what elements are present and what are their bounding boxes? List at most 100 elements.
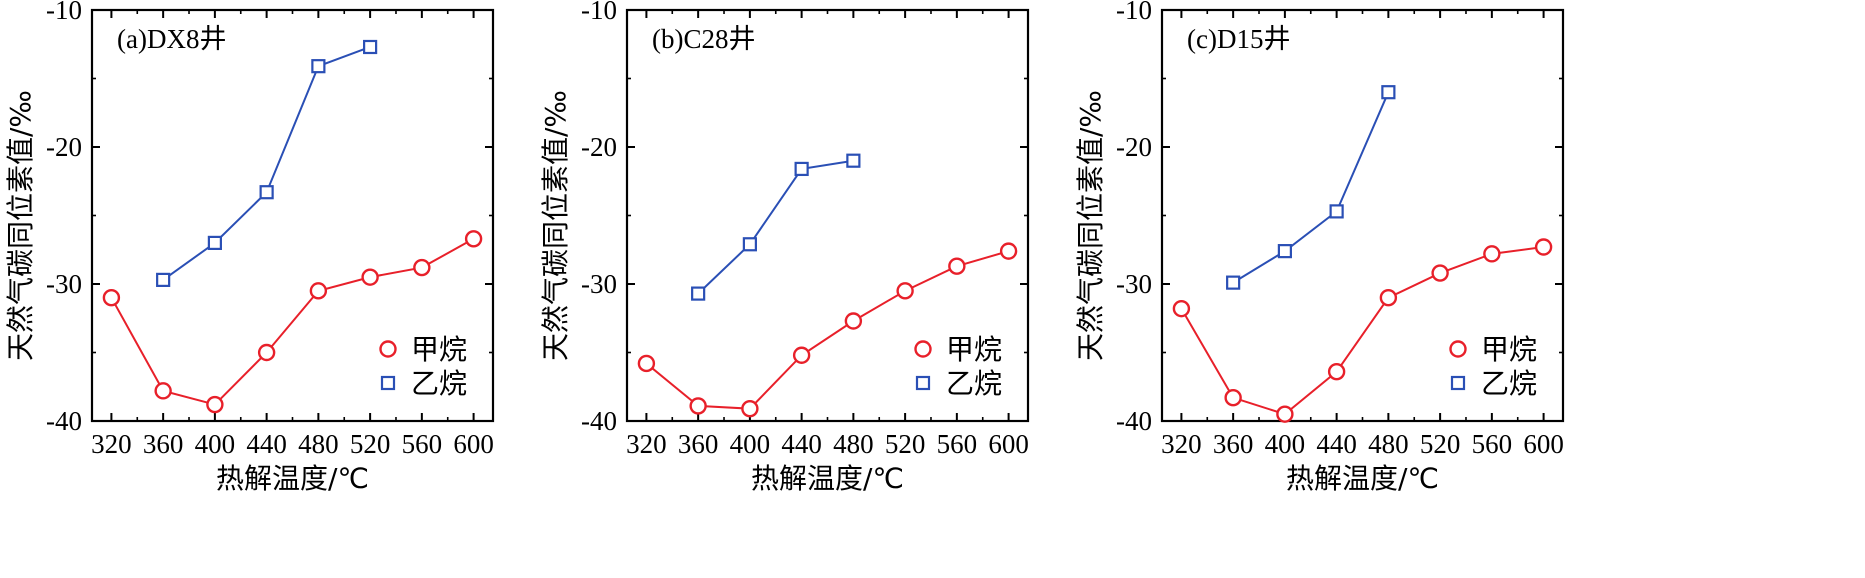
chart-panel-3: 320 360 400 440 480 520 560 600 -10 -20 -30 -40 热解温度… [1074,0,1565,495]
y-tick-label: -20 [46,132,82,162]
ethane-data-point [259,185,274,200]
legend-marker-methane [379,340,397,358]
y-tick-label: -30 [581,269,617,299]
x-axis-title: 热解温度/℃ [1286,462,1439,495]
methane-series-line [110,237,475,406]
methane-data-point [309,282,328,300]
methane-data-point [1534,238,1553,256]
ethane-data-point [691,286,706,301]
y-tick-label: -10 [46,0,82,25]
ethane-data-point [156,272,171,287]
ethane-data-point [1226,275,1241,290]
panel-title: (a)DX8井 [117,24,226,54]
methane-data-point [1431,264,1449,282]
y-axis-title: 天然气碳同位素值/‰ [4,90,37,361]
methane-data-point [464,230,483,248]
methane-data-point [1224,389,1242,407]
methane-data-point [844,312,863,330]
x-tick-label: 600 [453,429,494,459]
x-tick-label: 400 [730,429,771,459]
legend-label-methane: 甲烷 [1481,333,1537,366]
methane-data-point [637,354,656,373]
y-tick-label: -30 [1116,269,1152,299]
y-tick-label: -10 [1116,0,1152,25]
y-tick-label: -10 [581,0,617,25]
x-tick-label: 440 [781,429,822,459]
methane-series-line [1180,246,1544,416]
ethane-series-line [697,159,854,295]
x-axis-title: 热解温度/℃ [216,462,369,495]
x-tick-label: 520 [350,429,391,459]
methane-data-point [413,258,431,277]
y-tick-label: -40 [1116,406,1152,436]
x-tick-label: 360 [1213,429,1254,459]
x-tick-label: 320 [626,429,667,459]
y-tick-label: -40 [581,406,617,436]
methane-data-point [1172,299,1191,318]
legend-marker-ethane [915,375,931,391]
x-tick-label: 400 [195,429,236,459]
ethane-data-point [1277,244,1292,259]
x-tick-label: 560 [402,429,443,459]
ethane-data-point [1381,85,1396,100]
ethane-data-point [363,39,378,55]
chart-panel-1: 320 360 400 440 480 520 560 600 -10 -20 -30 -40 热解温度… [4,0,495,495]
x-tick-label: 320 [91,429,132,459]
legend-marker-ethane [380,375,396,391]
y-axis-title: 天然气碳同位素值/‰ [539,90,572,361]
methane-data-point [1276,405,1294,423]
legend-marker-methane [914,340,932,358]
x-tick-label: 320 [1161,429,1202,459]
ethane-data-point [742,237,757,252]
methane-data-point [948,257,966,275]
methane-data-point [1379,289,1398,307]
x-tick-label: 480 [298,429,339,459]
x-axis-title: 热解温度/℃ [751,462,904,495]
ethane-data-point [207,235,222,250]
ethane-data-point [846,153,861,168]
x-tick-label: 520 [885,429,926,459]
y-axis-title: 天然气碳同位素值/‰ [1074,90,1107,361]
x-tick-label: 520 [1420,429,1461,459]
x-tick-label: 440 [1316,429,1357,459]
x-tick-label: 480 [833,429,874,459]
methane-data-point [689,397,707,415]
methane-data-point [1483,245,1501,263]
ethane-data-point [1329,204,1344,219]
x-tick-label: 400 [1265,429,1306,459]
methane-data-point [1327,362,1346,381]
methane-data-point [361,268,379,286]
ethane-series-line [162,46,371,281]
x-tick-label: 360 [678,429,719,459]
methane-data-point [792,346,811,364]
methane-data-point [896,282,914,300]
x-tick-label: 360 [143,429,184,459]
ethane-data-point [794,161,809,177]
methane-data-point [741,399,759,418]
legend-label-methane: 甲烷 [946,333,1002,366]
y-tick-label: -40 [46,406,82,436]
y-tick-label: -20 [1116,132,1152,162]
x-tick-label: 600 [988,429,1029,459]
x-tick-label: 480 [1368,429,1409,459]
methane-data-point [154,382,172,400]
x-tick-label: 560 [937,429,978,459]
methane-data-point [206,395,224,414]
legend-label-ethane: 乙烷 [411,367,467,400]
legend-label-methane: 甲烷 [411,333,467,366]
methane-data-point [257,343,276,362]
x-tick-label: 560 [1472,429,1513,459]
methane-data-point [102,289,121,307]
chart-panel-2: 320 360 400 440 480 520 560 600 -10 -20 -30 -40 热解温度… [539,0,1030,495]
legend-marker-ethane [1450,375,1466,391]
legend-label-ethane: 乙烷 [946,367,1002,400]
y-tick-label: -30 [46,269,82,299]
x-tick-label: 600 [1523,429,1564,459]
methane-data-point [999,242,1018,260]
legend-label-ethane: 乙烷 [1481,367,1537,400]
ethane-data-point [311,59,326,74]
x-tick-label: 440 [246,429,287,459]
panel-title: (b)C28井 [652,24,756,54]
ethane-series-line [1232,91,1390,284]
